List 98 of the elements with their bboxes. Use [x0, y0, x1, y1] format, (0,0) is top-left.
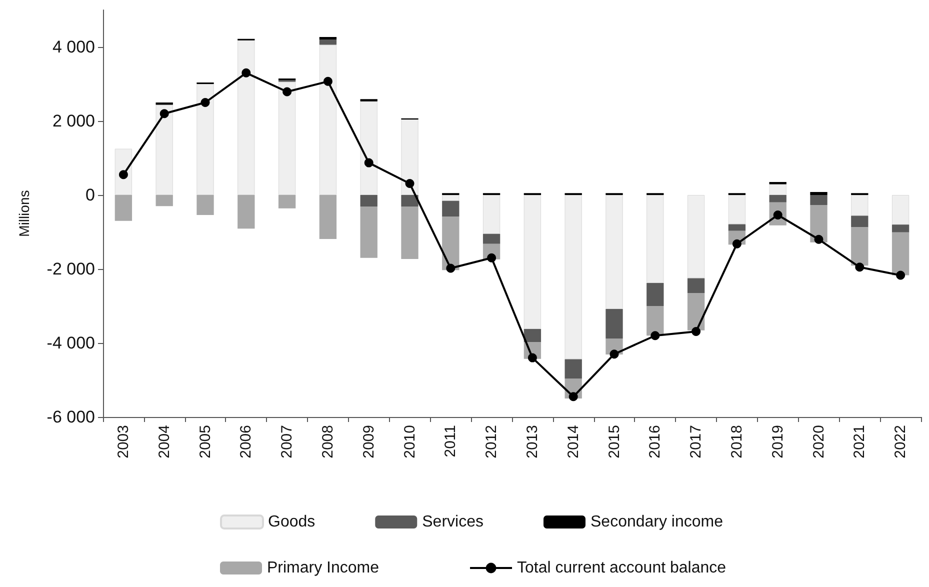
legend-label: Secondary income	[590, 514, 724, 530]
x-tick-label: 2014	[564, 425, 582, 458]
bar	[442, 195, 460, 201]
bar	[564, 359, 582, 379]
point	[650, 331, 660, 340]
bar	[319, 40, 337, 45]
x-tick-label: 2015	[606, 425, 623, 458]
bar	[524, 328, 542, 342]
point	[364, 158, 374, 168]
point	[568, 392, 578, 402]
bar	[238, 40, 255, 195]
bar	[687, 195, 705, 278]
y-tick-label: -4 000	[46, 334, 95, 352]
point	[242, 68, 251, 78]
point	[200, 98, 210, 107]
legend-label: Total current account balance	[517, 560, 726, 576]
bar	[196, 84, 214, 195]
point	[323, 76, 332, 86]
bar	[482, 195, 500, 234]
bar	[482, 234, 500, 244]
bar	[851, 195, 868, 216]
point	[282, 87, 292, 96]
bar	[238, 195, 255, 229]
bar	[892, 224, 910, 232]
x-tick-label: 2011	[442, 425, 460, 458]
bar	[401, 120, 418, 195]
bar	[687, 293, 705, 330]
x-tick-label: 2004	[156, 425, 173, 458]
point	[692, 327, 701, 336]
x-tick-label: 2022	[892, 425, 910, 458]
bar	[728, 195, 746, 224]
bar	[769, 184, 786, 195]
x-tick-label: 2009	[360, 425, 378, 458]
x-tick-label: 2012	[483, 425, 500, 458]
point	[528, 353, 537, 362]
bar	[646, 306, 664, 336]
bar	[524, 195, 542, 329]
bar	[606, 308, 623, 339]
point	[814, 234, 824, 244]
bar	[278, 82, 296, 195]
bar	[442, 200, 460, 216]
point	[610, 350, 619, 359]
bar	[401, 195, 418, 206]
x-tick-label: 2019	[769, 425, 786, 458]
bar	[196, 195, 214, 215]
bar	[564, 195, 582, 360]
bar	[401, 206, 418, 260]
bar	[646, 195, 664, 284]
x-tick-label: 2013	[524, 425, 541, 458]
point	[405, 179, 414, 188]
bar	[114, 195, 132, 221]
bar	[360, 206, 378, 258]
point	[160, 109, 169, 118]
bar	[360, 195, 378, 206]
bar	[319, 195, 337, 240]
x-tick-label: 2018	[728, 425, 746, 458]
legend-label: Services	[422, 514, 484, 530]
bar	[278, 195, 296, 208]
bar	[892, 232, 910, 276]
bar	[892, 195, 910, 225]
legend-label: Goods	[268, 514, 316, 530]
x-tick-label: 2010	[401, 425, 418, 458]
y-tick-label: 4 000	[52, 38, 95, 56]
y-tick-label: 0	[86, 186, 95, 204]
bar	[606, 195, 623, 309]
point	[118, 170, 128, 180]
x-tick-label: 2017	[688, 425, 705, 458]
point	[896, 270, 906, 280]
bar	[851, 227, 868, 266]
bar	[810, 195, 828, 205]
bar	[156, 195, 173, 206]
bar	[360, 101, 378, 195]
x-tick-label: 2021	[851, 425, 868, 458]
bar	[646, 283, 664, 306]
bar	[769, 195, 786, 202]
bar	[319, 37, 337, 40]
y-tick-label: 2 000	[52, 112, 95, 130]
y-axis-title: Millions	[16, 190, 32, 237]
bar	[728, 224, 746, 231]
legend-label: Primary Income	[267, 560, 380, 576]
x-tick-label: 2003	[114, 425, 132, 458]
x-tick-label: 2016	[646, 425, 664, 458]
x-tick-label: 2006	[238, 425, 255, 458]
point	[732, 239, 742, 248]
x-tick-label: 2007	[278, 425, 296, 458]
bar	[319, 44, 337, 195]
bar	[851, 216, 868, 228]
bar	[156, 104, 173, 195]
y-tick-label: -6 000	[46, 408, 95, 426]
x-tick-label: 2008	[319, 425, 336, 458]
point	[855, 262, 864, 272]
bar	[687, 278, 705, 294]
x-tick-label: 2020	[810, 425, 828, 458]
bar	[810, 192, 828, 195]
point	[446, 264, 456, 273]
y-tick-label: -2 000	[46, 260, 95, 278]
point	[487, 253, 496, 262]
x-tick-label: 2005	[196, 425, 214, 458]
